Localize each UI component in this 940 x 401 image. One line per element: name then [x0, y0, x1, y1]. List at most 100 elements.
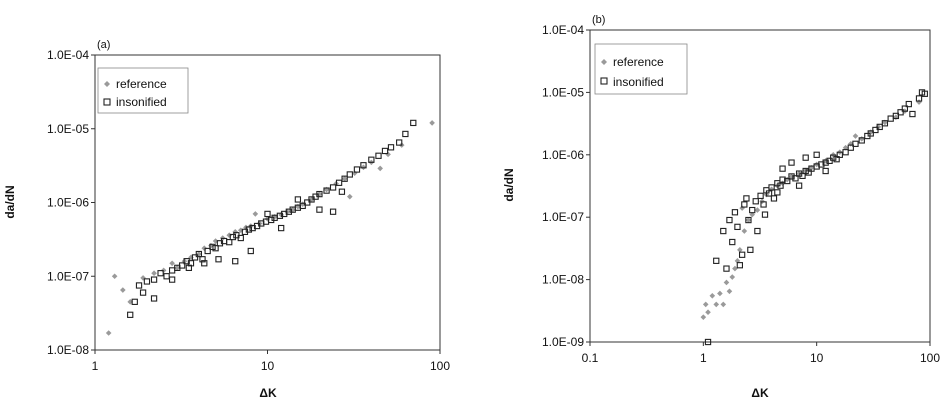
point-insonified: [316, 190, 323, 198]
point-insonified: [245, 226, 253, 233]
point-reference: [723, 279, 730, 286]
point-reference: [705, 309, 711, 316]
point-insonified: [294, 196, 302, 203]
point-insonified: [723, 265, 730, 272]
point-reference: [308, 196, 315, 203]
point-reference: [174, 265, 181, 271]
point-insonified: [316, 206, 323, 213]
chart-panel-a: (a) da/dN ΔK reference insonified 1 10 100…: [3, 39, 450, 400]
point-insonified: [752, 198, 759, 205]
point-reference: [289, 206, 296, 213]
point-insonified: [247, 247, 254, 255]
point-insonified: [833, 156, 840, 163]
point-reference: [734, 258, 741, 264]
point-insonified: [226, 238, 233, 246]
point-insonified: [329, 184, 337, 191]
point-reference: [351, 170, 358, 176]
point-insonified: [757, 192, 764, 199]
x-axis-title-b: ΔK: [751, 386, 769, 400]
point-insonified: [921, 90, 928, 97]
point-reference: [713, 301, 720, 308]
point-insonified: [741, 201, 748, 208]
point-insonified: [323, 187, 330, 194]
point-insonified: [881, 120, 889, 127]
point-insonified: [909, 110, 916, 118]
point-reference: [151, 270, 157, 276]
point-insonified: [387, 144, 395, 151]
point-reference: [377, 165, 383, 172]
point-reference: [739, 205, 745, 211]
point-insonified: [784, 177, 791, 185]
point-insonified: [212, 245, 219, 252]
point-insonified: [338, 188, 346, 195]
point-insonified: [139, 289, 147, 296]
point-insonified: [836, 151, 843, 158]
point-insonified: [396, 139, 403, 146]
point-insonified: [278, 224, 285, 232]
y-tick-label-a: 1.0E-04: [47, 48, 89, 62]
legend-b: reference insonified: [594, 43, 688, 95]
point-insonified: [765, 190, 773, 197]
point-insonified: [201, 260, 208, 267]
point-insonified: [774, 189, 781, 196]
point-reference: [788, 173, 795, 180]
point-insonified: [720, 227, 727, 235]
point-reference: [429, 120, 435, 126]
point-insonified: [826, 157, 833, 164]
point-reference: [105, 330, 112, 336]
point-reference: [726, 288, 733, 295]
point-insonified: [157, 270, 164, 277]
legend-marker-insonified-a: [103, 98, 111, 106]
point-insonified: [329, 208, 337, 215]
point-insonified: [779, 165, 786, 172]
point-insonified: [768, 184, 775, 191]
point-insonified: [788, 159, 795, 166]
point-insonified: [729, 238, 736, 246]
point-reference: [732, 265, 738, 272]
point-insonified: [346, 171, 353, 178]
point-insonified: [195, 250, 203, 258]
point-insonified: [822, 167, 829, 175]
point-reference: [717, 290, 723, 297]
point-insonified: [905, 100, 912, 108]
point-reference: [882, 119, 888, 126]
point-insonified: [335, 179, 343, 186]
point-insonified: [897, 109, 904, 116]
point-reference: [852, 133, 859, 139]
point-insonified: [353, 166, 361, 173]
point-insonified: [818, 161, 825, 168]
y-tick-label-a: 1.0E-05: [47, 122, 89, 136]
x-tick-label-a: 10: [261, 359, 275, 373]
point-insonified: [915, 95, 923, 102]
point-insonified: [299, 202, 306, 210]
point-insonified: [761, 211, 769, 218]
point-insonified: [830, 154, 837, 161]
point-reference: [784, 176, 791, 183]
y-tick-label-a: 1.0E-06: [47, 196, 89, 210]
point-insonified: [747, 246, 754, 253]
point-insonified: [745, 216, 752, 224]
point-insonified: [858, 137, 865, 144]
panel-label-b: (b): [592, 14, 605, 26]
point-insonified: [726, 216, 733, 224]
legend-marker-reference-b: [601, 59, 607, 65]
x-tick-label-b: 10: [810, 351, 824, 365]
point-reference: [741, 228, 748, 234]
point-insonified: [792, 175, 799, 182]
x-tick-label-b: 1: [700, 351, 707, 365]
point-insonified: [731, 209, 739, 216]
y-axis-title-a: da/dN: [3, 185, 17, 218]
x-tick-label-a: 1: [92, 359, 99, 373]
point-insonified: [168, 276, 176, 283]
point-insonified: [743, 195, 750, 202]
point-insonified: [892, 112, 900, 120]
point-reference: [720, 301, 727, 308]
legend-label-insonified-a: insonified: [116, 95, 167, 109]
point-insonified: [788, 173, 795, 180]
x-tick-label-b: 100: [920, 351, 940, 365]
point-insonified: [232, 258, 239, 265]
point-reference: [729, 274, 736, 280]
point-insonified: [341, 175, 348, 182]
point-insonified: [204, 247, 211, 255]
